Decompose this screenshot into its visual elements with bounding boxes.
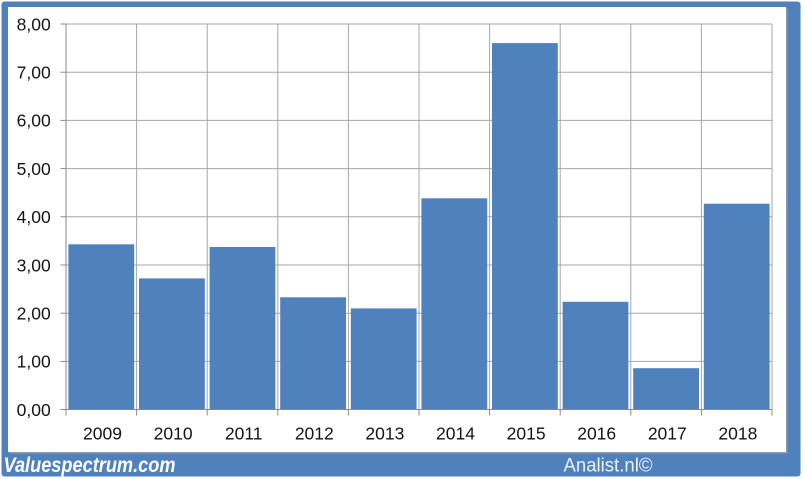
- svg-text:2014: 2014: [436, 424, 475, 444]
- svg-text:2,00: 2,00: [17, 304, 51, 324]
- svg-text:Analist.nl©: Analist.nl©: [564, 455, 654, 477]
- svg-text:6,00: 6,00: [17, 111, 51, 131]
- svg-text:2013: 2013: [365, 424, 404, 444]
- svg-text:Valuespectrum.com: Valuespectrum.com: [4, 454, 176, 477]
- svg-text:3,00: 3,00: [17, 255, 51, 275]
- svg-text:2017: 2017: [648, 424, 687, 444]
- svg-text:1,00: 1,00: [17, 352, 51, 372]
- svg-text:0,00: 0,00: [17, 400, 51, 420]
- svg-text:2011: 2011: [225, 424, 263, 444]
- svg-text:2015: 2015: [507, 424, 546, 444]
- svg-text:2012: 2012: [295, 424, 334, 444]
- svg-text:2009: 2009: [83, 424, 122, 444]
- svg-text:5,00: 5,00: [17, 159, 51, 179]
- svg-text:2016: 2016: [577, 424, 616, 444]
- svg-text:7,00: 7,00: [17, 63, 51, 83]
- svg-text:8,00: 8,00: [17, 14, 51, 34]
- svg-text:2018: 2018: [718, 424, 757, 444]
- svg-text:2010: 2010: [154, 424, 193, 444]
- svg-text:4,00: 4,00: [17, 207, 51, 227]
